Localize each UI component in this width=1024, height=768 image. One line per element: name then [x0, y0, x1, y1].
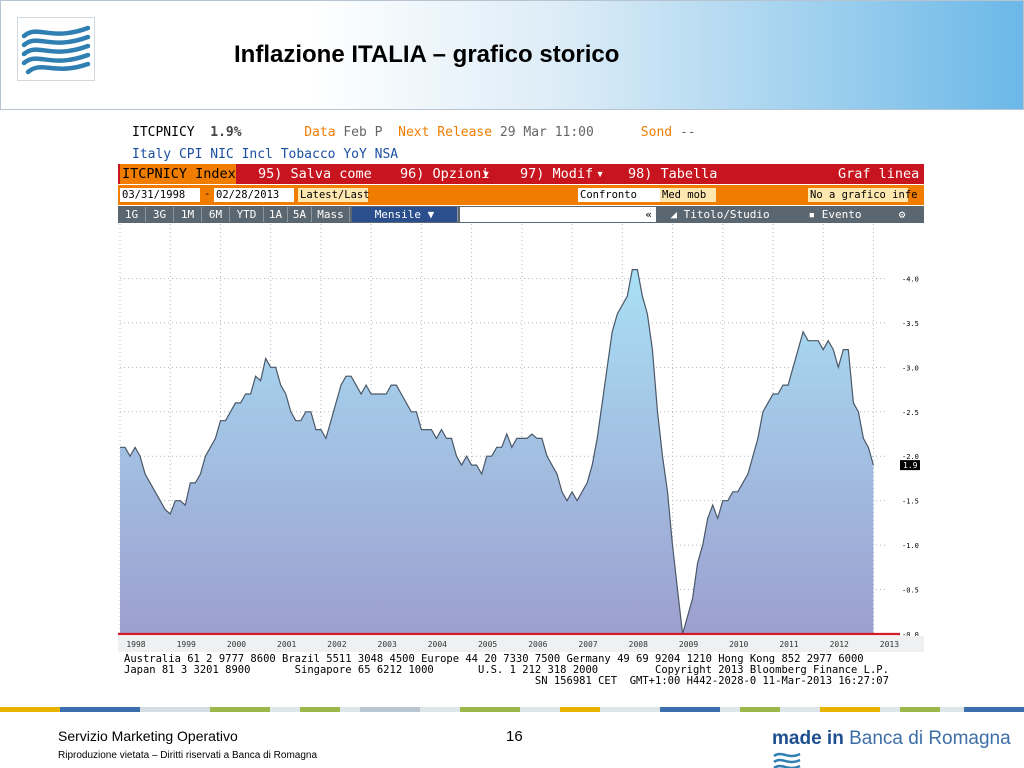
page-title: Inflazione ITALIA – grafico storico [234, 41, 620, 68]
y-tick-label: -3.0 [902, 364, 919, 372]
y-axis: -0.0 -0.5 -1.0 -1.5 -2.0 -2.5 -3.0 -3.5 -4.0 [902, 275, 919, 639]
bloomberg-terminal: ITCPNICY 1.9% Data Feb P Next Release 29… [118, 120, 924, 692]
x-axis: 1998 1999 2000 2001 2002 2003 2004 2005 2006 2007… [118, 636, 924, 652]
options-dropdown-icon[interactable]: ▾ [482, 166, 491, 182]
inflation-line [120, 269, 874, 635]
period-ytd[interactable]: YTD [230, 207, 264, 222]
settings-gear-icon[interactable]: ⚙ [898, 208, 906, 221]
x-tick-label: 2001 [277, 640, 296, 649]
date-separator: - [204, 188, 211, 200]
command-menu-bar: ITCPNICY Index 95) Salva come 96) Opzion… [118, 164, 924, 184]
period-1m[interactable]: 1M [174, 207, 202, 222]
y-tick-label: -2.5 [902, 409, 919, 417]
index-field[interactable]: ITCPNICY Index [120, 164, 236, 184]
y-tick-label: -1.0 [902, 542, 919, 550]
x-tick-label: 2010 [729, 640, 748, 649]
brand-made-in: made in [772, 728, 844, 749]
event-icon: ▪ [808, 208, 822, 221]
modif-dropdown-icon[interactable]: ▾ [596, 166, 605, 182]
sond-label: Sond [640, 125, 673, 140]
terminal-footer: Australia 61 2 9777 8600 Brazil 5511 304… [124, 654, 889, 687]
last-value-text: 1.9 [903, 461, 918, 470]
x-tick-label: 2009 [679, 640, 698, 649]
period-1a[interactable]: 1A [264, 207, 288, 222]
period-3g[interactable]: 3G [146, 207, 174, 222]
next-release-label: Next Release [398, 125, 493, 140]
x-tick-label: 2008 [629, 640, 648, 649]
line-graph-button[interactable]: Graf linea [838, 166, 920, 182]
end-date-field[interactable]: 02/28/2013 [214, 188, 294, 202]
x-tick-label: 2006 [528, 640, 547, 649]
footer-line-1: Australia 61 2 9777 8600 Brazil 5511 304… [124, 653, 864, 665]
footer-line-3: SN 156981 CET GMT+1:00 H442-2028-0 11-Ma… [124, 675, 889, 687]
y-tick-label: -1.5 [902, 498, 919, 506]
inflation-area-chart: -0.0 -0.5 -1.0 -1.5 -2.0 -2.5 -3.0 -3.5 -4.0 1.9… [118, 224, 924, 652]
frequency-select[interactable]: Mensile ▼ [352, 207, 458, 222]
y-tick-label: -0.0 [902, 631, 919, 639]
event-button[interactable]: ▪ Evento [790, 207, 880, 222]
period-1g[interactable]: 1G [118, 207, 146, 222]
inflation-area [120, 269, 874, 634]
data-label: Data [304, 125, 336, 140]
bank-logo [17, 17, 95, 81]
x-tick-label: 1999 [177, 640, 196, 649]
compare-checkbox[interactable]: Confronto [578, 188, 668, 202]
latest-last-select[interactable]: Latest/Last [298, 188, 370, 202]
brand-name: Banca di Romagna [849, 728, 1011, 749]
period-6m[interactable]: 6M [202, 207, 230, 222]
slide-header: Inflazione ITALIA – grafico storico [0, 0, 1024, 110]
study-button[interactable]: ◢ Titolo/Studio [666, 207, 774, 222]
x-tick-label: 2013 [880, 640, 899, 649]
x-tick-label: 2002 [327, 640, 346, 649]
back-button[interactable]: « [460, 207, 656, 222]
x-tick-label: 2005 [478, 640, 497, 649]
last-value-label: 1.9 [900, 460, 920, 471]
wave-logo-icon [21, 25, 91, 75]
start-date-field[interactable]: 03/31/1998 [120, 188, 200, 202]
x-axis-band [118, 636, 924, 652]
footer-department: Servizio Marketing Operativo [58, 728, 238, 744]
range-bar: 03/31/1998 - 02/28/2013 Latest/Last Conf… [118, 185, 924, 205]
options-button[interactable]: 96) Opzioni [400, 166, 490, 182]
x-tick-label: 2007 [578, 640, 597, 649]
footer-line-2: Japan 81 3 3201 8900 Singapore 65 6212 1… [124, 664, 889, 676]
y-tick-label: -0.5 [902, 587, 919, 595]
x-tick-label: 1998 [126, 640, 145, 649]
table-button[interactable]: 98) Tabella [628, 166, 718, 182]
sond-value: -- [679, 125, 696, 140]
x-tick-label: 2000 [227, 640, 246, 649]
footer-copyright: Riproduzione vietata – Diritti riservati… [58, 750, 318, 761]
x-tick-label: 2011 [779, 640, 798, 649]
next-release-value: 29 Mar 11:00 [499, 125, 594, 140]
brand-wave-icon [773, 752, 801, 768]
no-graph-select[interactable]: No a grafico infe [808, 188, 918, 202]
moving-avg-field[interactable]: Med mob [660, 188, 716, 202]
period-5a[interactable]: 5A [288, 207, 312, 222]
data-value: Feb P [343, 125, 383, 140]
y-tick-label: -2.0 [902, 453, 919, 461]
last-value: 1.9% [210, 125, 242, 140]
save-as-button[interactable]: 95) Salva come [258, 166, 372, 182]
x-tick-label: 2004 [428, 640, 447, 649]
security-description: Italy CPI NIC Incl Tobacco YoY NSA [132, 147, 399, 162]
y-tick-label: -4.0 [902, 275, 919, 283]
study-label: Titolo/Studio [683, 208, 770, 221]
ticker: ITCPNICY [132, 125, 195, 140]
period-toolbar: 1G 3G 1M 6M YTD 1A 5A Mass Mensile ▼ « ◢… [118, 206, 924, 223]
ticker-line: ITCPNICY 1.9% Data Feb P Next Release 29… [132, 125, 696, 140]
chart-study-icon: ◢ [670, 208, 684, 221]
decorative-divider [0, 707, 1024, 712]
x-tick-label: 2003 [378, 640, 397, 649]
event-label: Evento [821, 208, 862, 221]
brand-logo: made in Banca di Romagna [772, 728, 1024, 768]
period-max[interactable]: Mass [312, 207, 350, 222]
page-number: 16 [506, 728, 523, 745]
x-tick-label: 2012 [830, 640, 849, 649]
y-tick-label: -3.5 [902, 320, 919, 328]
modif-button[interactable]: 97) Modif [520, 166, 594, 182]
